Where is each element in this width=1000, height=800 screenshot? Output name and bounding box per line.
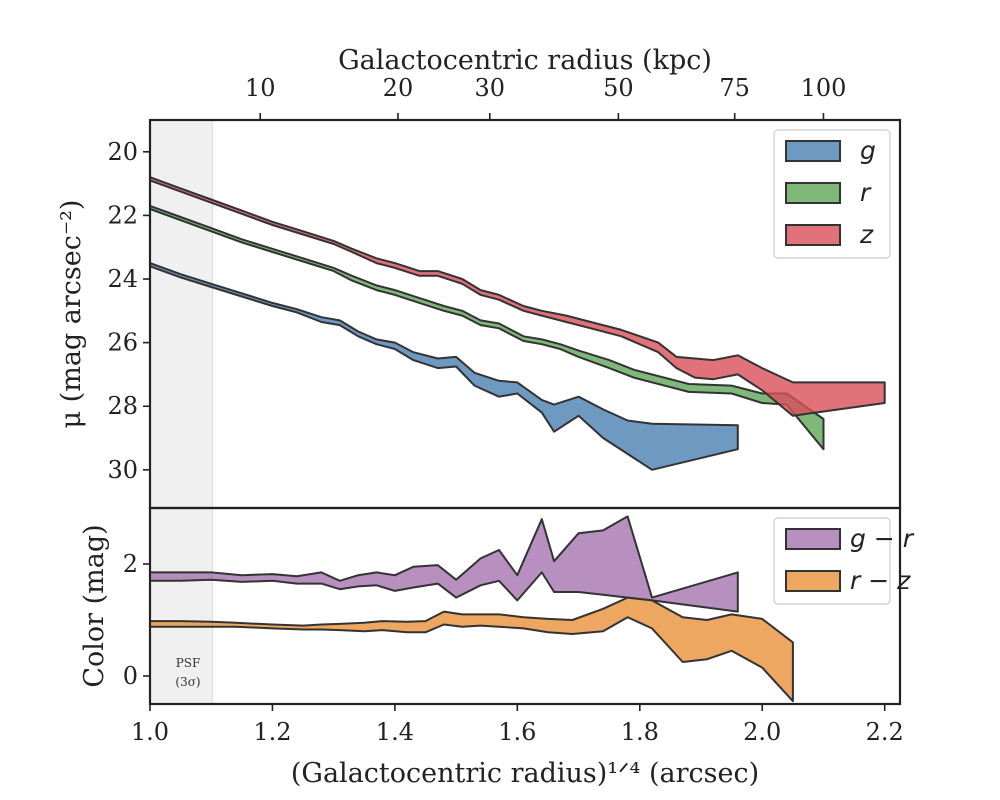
legend-label-color-0: g − r: [850, 524, 915, 553]
xtick-label-2: 1.4: [376, 718, 414, 746]
bottom-panel-frame: [148, 506, 902, 706]
xtick-label-6: 2.2: [866, 718, 904, 746]
xtick-label-4: 1.8: [621, 718, 659, 746]
top-panel-ylabel: μ (mag arcsec⁻²): [56, 200, 87, 429]
legend-swatch-color-0: [785, 528, 841, 550]
legend-swatch-surface-brightness-1: [785, 182, 841, 204]
band-color-1: [150, 596, 794, 703]
surface-brightness-bands: [150, 176, 886, 471]
band-color-0: [150, 515, 739, 613]
psf-region: [150, 120, 213, 704]
legend-label-surface-brightness-0: g: [860, 136, 876, 165]
band-surface-brightness-0: [150, 262, 739, 471]
legend-swatch-surface-brightness-0: [785, 140, 841, 162]
psf-label-line1: PSF: [176, 656, 201, 670]
ytick-label-surface-brightness-3: 26: [107, 329, 138, 357]
top-tick-label-0: 10: [245, 74, 276, 102]
top-tick-label-4: 75: [719, 74, 750, 102]
xtick-label-1: 1.2: [253, 718, 291, 746]
ytick-label-surface-brightness-5: 30: [107, 456, 138, 484]
psf-shade: [150, 120, 213, 704]
legend-label-surface-brightness-2: z: [859, 220, 874, 249]
ytick-label-surface-brightness-1: 22: [107, 201, 138, 229]
legend-label-surface-brightness-1: r: [860, 178, 872, 207]
legend-swatch-surface-brightness-2: [785, 224, 841, 246]
surface-brightness-legend: grz: [773, 129, 891, 259]
ytick-label-surface-brightness-0: 20: [107, 138, 138, 166]
band-surface-brightness-1: [150, 204, 825, 451]
legend-label-color-1: r − z: [850, 566, 911, 595]
top-tick-label-2: 30: [475, 74, 506, 102]
ytick-label-surface-brightness-2: 24: [107, 265, 138, 293]
legend-swatch-color-1: [785, 570, 841, 592]
bottom-panel-ylabel: Color (mag): [79, 524, 110, 687]
xtick-label-5: 2.0: [743, 718, 781, 746]
xtick-label-0: 1.0: [131, 718, 169, 746]
axis-ticks: 20 22 24 26 28 30 0 2 1.0 1.2 1.4 1.6 1.8 2.0 2.2 10 20 3…: [107, 74, 903, 746]
top-tick-label-1: 20: [383, 74, 414, 102]
psf-label-line2: (3σ): [175, 675, 200, 689]
bottom-axis-title: (Galactocentric radius)¹ᐟ⁴ (arcsec): [291, 758, 759, 789]
top-tick-label-3: 50: [603, 74, 634, 102]
xtick-label-3: 1.6: [498, 718, 536, 746]
color-legend: g − r r − z: [773, 517, 915, 605]
top-tick-label-5: 100: [801, 74, 847, 102]
band-surface-brightness-2: [150, 176, 886, 417]
ytick-label-color-1: 2: [123, 550, 138, 578]
color-bands: [150, 515, 794, 703]
ytick-label-surface-brightness-4: 28: [107, 392, 138, 420]
top-axis-title: Galactocentric radius (kpc): [338, 45, 712, 76]
ytick-label-color-0: 0: [123, 662, 138, 690]
